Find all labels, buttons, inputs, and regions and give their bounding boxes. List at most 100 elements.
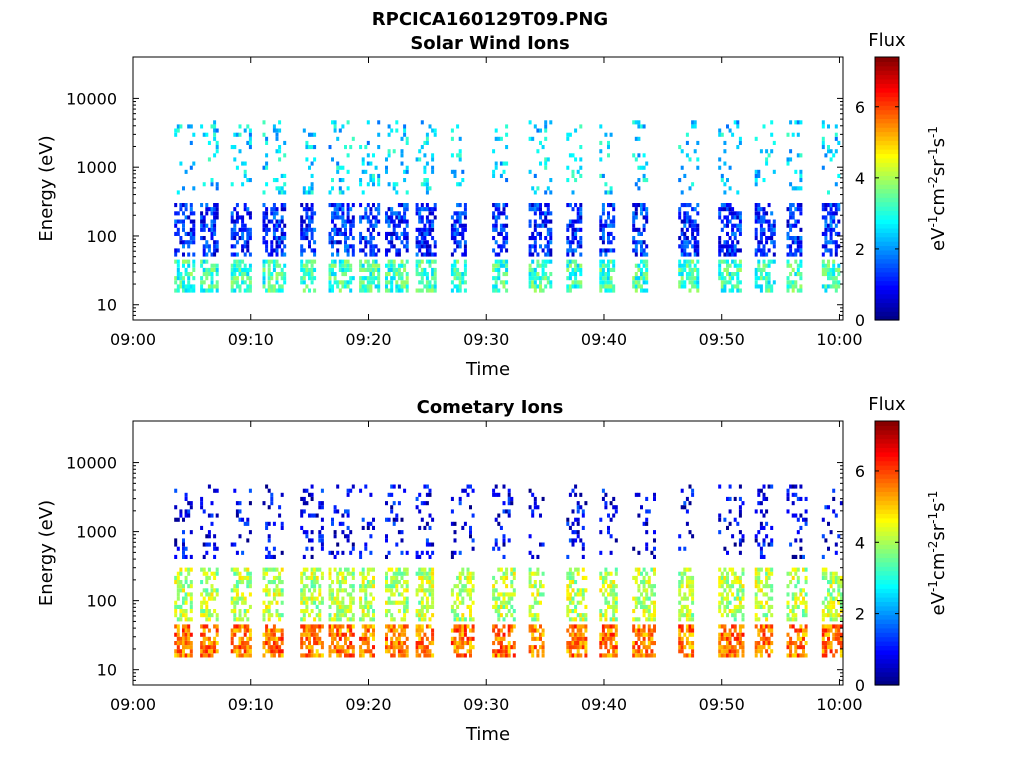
heatmap-cell: [265, 211, 269, 216]
heatmap-cell: [791, 203, 795, 208]
heatmap-cell: [328, 592, 332, 597]
heatmap-cell: [541, 645, 545, 650]
heatmap-cell: [302, 280, 306, 285]
heatmap-cell: [241, 259, 245, 264]
heatmap-cell: [403, 596, 407, 601]
heatmap-cell: [824, 153, 828, 158]
heatmap-cell: [754, 584, 758, 589]
heatmap-cell: [403, 604, 407, 609]
heatmap-cell: [215, 284, 219, 289]
heatmap-cell: [789, 653, 793, 658]
heatmap-cell: [205, 276, 209, 281]
heatmap-cell: [390, 613, 394, 618]
heatmap-cell: [200, 645, 204, 650]
heatmap-cell: [821, 215, 825, 220]
heatmap-cell: [400, 632, 404, 637]
heatmap-cell: [789, 157, 793, 162]
heatmap-cell: [331, 215, 334, 220]
heatmap-cell: [786, 219, 790, 224]
heatmap-cell: [200, 219, 204, 224]
heatmap-cell: [505, 145, 509, 150]
heatmap-cell: [754, 173, 758, 178]
heatmap-cell: [458, 231, 462, 236]
heatmap-cell: [176, 584, 180, 589]
heatmap-cell: [599, 288, 603, 293]
heatmap-cell: [574, 604, 578, 609]
heatmap-cell: [683, 653, 687, 658]
heatmap-cell: [741, 617, 745, 622]
heatmap-cell: [305, 636, 309, 641]
heatmap-cell: [265, 609, 269, 614]
heatmap-cell: [418, 288, 422, 293]
heatmap-cell: [614, 649, 618, 654]
heatmap-cell: [344, 509, 347, 514]
heatmap-cell: [458, 276, 462, 281]
heatmap-cell: [415, 288, 419, 293]
heatmap-cell: [425, 501, 429, 506]
heatmap-cell: [390, 624, 394, 629]
heatmap-cell: [248, 128, 252, 133]
heatmap-cell: [344, 223, 347, 228]
heatmap-cell: [765, 641, 769, 646]
heatmap-cell: [507, 645, 511, 650]
heatmap-cell: [804, 632, 808, 637]
heatmap-cell: [450, 496, 454, 501]
heatmap-cell: [280, 284, 284, 289]
heatmap-cell: [272, 288, 276, 293]
heatmap-cell: [405, 165, 409, 170]
heatmap-cell: [275, 276, 279, 281]
heatmap-cell: [789, 203, 793, 208]
heatmap-cell: [762, 178, 766, 183]
heatmap-cell: [539, 542, 542, 547]
heatmap-cell: [653, 584, 656, 589]
heatmap-cell: [213, 219, 217, 224]
heatmap-cell: [505, 132, 509, 137]
heatmap-cell: [369, 280, 373, 285]
heatmap-cell: [267, 488, 271, 493]
heatmap-cell: [678, 649, 682, 654]
heatmap-cell: [176, 617, 180, 622]
heatmap-cell: [403, 609, 407, 614]
heatmap-cell: [733, 252, 737, 257]
heatmap-cell: [215, 240, 219, 245]
heatmap-cell: [799, 272, 803, 277]
heatmap-cell: [272, 284, 276, 289]
heatmap-cell: [213, 231, 217, 236]
heatmap-cell: [246, 609, 250, 614]
heatmap-cell: [305, 284, 309, 289]
heatmap-cell: [614, 584, 618, 589]
heatmap-cell: [235, 240, 239, 245]
heatmap-cell: [507, 488, 511, 493]
heatmap-cell: [837, 207, 841, 212]
heatmap-cell: [794, 649, 798, 654]
heatmap-cell: [344, 641, 347, 646]
heatmap-cell: [568, 645, 572, 650]
heatmap-cell: [691, 613, 695, 618]
heatmap-cell: [359, 550, 363, 555]
heatmap-cell: [786, 284, 790, 289]
heatmap-cell: [601, 488, 605, 493]
heatmap-cell: [213, 596, 217, 601]
heatmap-cell: [425, 484, 429, 489]
heatmap-cell: [645, 496, 649, 501]
heatmap-cell: [728, 641, 732, 646]
heatmap-cell: [738, 588, 742, 593]
heatmap-cell: [230, 641, 234, 646]
heatmap-cell: [693, 248, 697, 253]
heatmap-cell: [829, 252, 833, 257]
heatmap-cell: [341, 165, 345, 170]
heatmap-cell: [176, 546, 180, 551]
heatmap-cell: [791, 484, 795, 489]
heatmap-cell: [834, 252, 838, 257]
heatmap-cell: [310, 596, 314, 601]
heatmap-cell: [642, 215, 646, 220]
heatmap-cell: [762, 613, 766, 618]
heatmap-cell: [759, 236, 763, 241]
heatmap-cell: [691, 628, 695, 633]
heatmap-cell: [456, 203, 460, 208]
heatmap-cell: [685, 140, 689, 145]
heatmap-cell: [390, 567, 394, 572]
heatmap-cell: [791, 501, 795, 506]
heatmap-cell: [233, 252, 237, 257]
heatmap-cell: [202, 632, 206, 637]
